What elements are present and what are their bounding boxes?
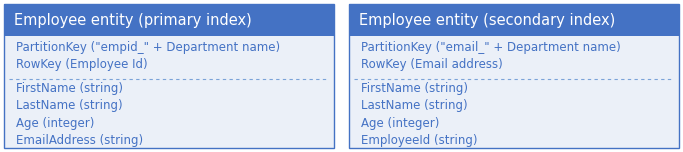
Text: FirstName (string): FirstName (string) [16,82,123,95]
Text: PartitionKey ("email_" + Department name): PartitionKey ("email_" + Department name… [361,41,621,54]
Bar [349,4,679,36]
Text: RowKey (Email address): RowKey (Email address) [361,58,503,71]
Bar [4,4,334,36]
Text: Employee entity (secondary index): Employee entity (secondary index) [359,12,615,28]
Text: EmployeeId (string): EmployeeId (string) [361,134,477,147]
Text: LastName (string): LastName (string) [16,99,123,112]
Text: Age (integer): Age (integer) [361,117,439,130]
Text: LastName (string): LastName (string) [361,99,468,112]
Text: Employee entity (primary index): Employee entity (primary index) [14,12,252,28]
Text: RowKey (Employee Id): RowKey (Employee Id) [16,58,148,71]
Bar [4,4,334,148]
Bar [349,4,679,148]
Text: PartitionKey ("empid_" + Department name): PartitionKey ("empid_" + Department name… [16,41,280,54]
Text: Age (integer): Age (integer) [16,117,94,130]
Text: EmailAddress (string): EmailAddress (string) [16,134,143,147]
Text: FirstName (string): FirstName (string) [361,82,468,95]
